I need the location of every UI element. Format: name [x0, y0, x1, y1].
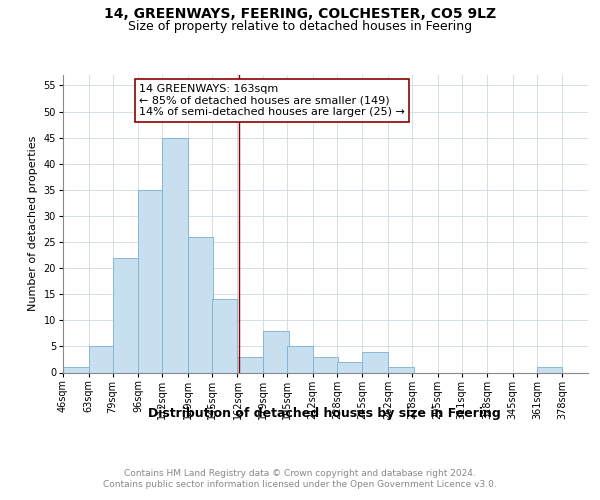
Bar — [337, 362, 362, 372]
Bar — [537, 368, 562, 372]
Bar — [238, 357, 263, 372]
Y-axis label: Number of detached properties: Number of detached properties — [28, 136, 38, 312]
Bar — [388, 368, 413, 372]
Bar — [263, 330, 289, 372]
Bar — [162, 138, 188, 372]
Bar — [113, 258, 138, 372]
Text: 14 GREENWAYS: 163sqm
← 85% of detached houses are smaller (149)
14% of semi-deta: 14 GREENWAYS: 163sqm ← 85% of detached h… — [139, 84, 405, 117]
Bar — [212, 300, 238, 372]
Text: 14, GREENWAYS, FEERING, COLCHESTER, CO5 9LZ: 14, GREENWAYS, FEERING, COLCHESTER, CO5 … — [104, 8, 496, 22]
Text: Distribution of detached houses by size in Feering: Distribution of detached houses by size … — [148, 408, 500, 420]
Text: Contains HM Land Registry data © Crown copyright and database right 2024.: Contains HM Land Registry data © Crown c… — [124, 469, 476, 478]
Bar — [89, 346, 114, 372]
Bar — [287, 346, 313, 372]
Bar — [138, 190, 164, 372]
Bar — [313, 357, 338, 372]
Bar — [188, 237, 214, 372]
Text: Size of property relative to detached houses in Feering: Size of property relative to detached ho… — [128, 20, 472, 33]
Bar — [362, 352, 388, 372]
Bar — [63, 368, 89, 372]
Text: Contains public sector information licensed under the Open Government Licence v3: Contains public sector information licen… — [103, 480, 497, 489]
